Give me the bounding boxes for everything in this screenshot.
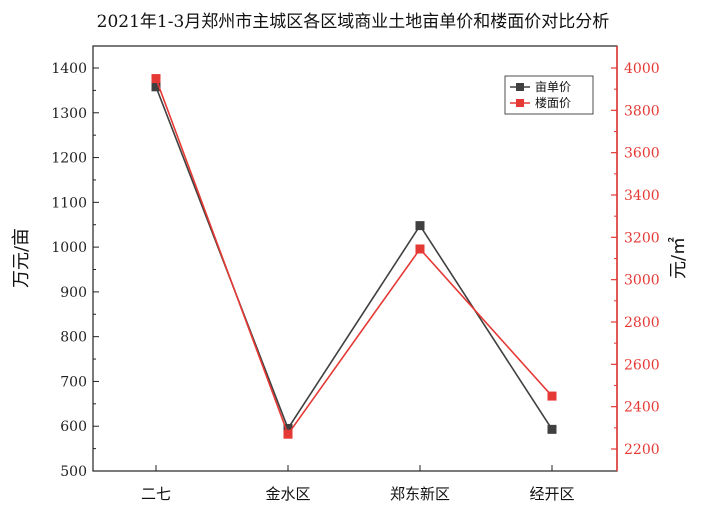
legend-box — [504, 75, 594, 115]
left-tick-label: 500 — [60, 464, 87, 480]
right-tick-label: 3400 — [624, 188, 660, 204]
series-line-0 — [155, 86, 553, 431]
left-tick-label: 1000 — [51, 240, 87, 256]
right-tick-label: 3600 — [624, 146, 660, 162]
series-0-point-3 — [547, 424, 557, 434]
x-tick-label: 经开区 — [529, 485, 574, 503]
series-1-point-2 — [415, 244, 425, 254]
right-axis-label: 元/㎡ — [667, 237, 689, 279]
series-0-point-2 — [415, 221, 425, 231]
series-1-point-0 — [151, 74, 161, 84]
left-tick-label: 1200 — [51, 151, 87, 167]
chart-title: 2021年1-3月郑州市主城区各区域商业土地亩单价和楼面价对比分析 — [97, 12, 610, 32]
x-tick-label: 二七 — [141, 485, 171, 503]
x-tick-label: 金水区 — [265, 485, 310, 503]
left-tick-label: 1300 — [51, 106, 87, 122]
legend: 亩单价 楼面价 — [504, 75, 594, 115]
left-tick-label: 1100 — [51, 195, 87, 211]
left-tick-label: 1400 — [51, 61, 87, 77]
series-0-point-1 — [283, 423, 293, 433]
legend-label-series-0: 亩单价 — [535, 79, 571, 94]
left-tick-label: 800 — [60, 330, 87, 346]
right-tick-label: 4000 — [624, 61, 660, 77]
right-tick-label: 3800 — [624, 103, 660, 119]
series-0-point-0 — [151, 82, 161, 92]
left-tick-label: 900 — [60, 285, 87, 301]
legend-marker-series-0 — [516, 83, 524, 91]
left-axis: 500 600 700 800 900 1000 1100 1200 1300 1400 — [51, 61, 99, 480]
right-tick-label: 3200 — [624, 230, 660, 246]
series-1-point-1 — [283, 429, 293, 439]
left-axis-label: 万元/亩 — [11, 228, 32, 288]
right-tick-label: 2200 — [624, 442, 660, 458]
x-axis: 二七 金水区 郑东新区 经开区 — [141, 465, 575, 503]
right-tick-label: 3000 — [624, 273, 660, 289]
right-tick-label: 2800 — [624, 315, 660, 331]
right-tick-label: 2400 — [624, 400, 660, 416]
left-tick-label: 700 — [60, 374, 87, 390]
legend-marker-series-1 — [516, 99, 524, 107]
series-1-point-3 — [547, 391, 557, 401]
series-line-1 — [155, 78, 553, 436]
right-axis: 2200 2400 2600 2800 3000 3200 3400 3600 3800 4000 — [611, 61, 660, 458]
legend-label-series-1: 楼面价 — [535, 95, 571, 110]
right-tick-label: 2600 — [624, 357, 660, 373]
series-layer — [151, 74, 557, 439]
left-tick-label: 600 — [60, 419, 87, 435]
x-tick-label: 郑东新区 — [390, 485, 450, 503]
